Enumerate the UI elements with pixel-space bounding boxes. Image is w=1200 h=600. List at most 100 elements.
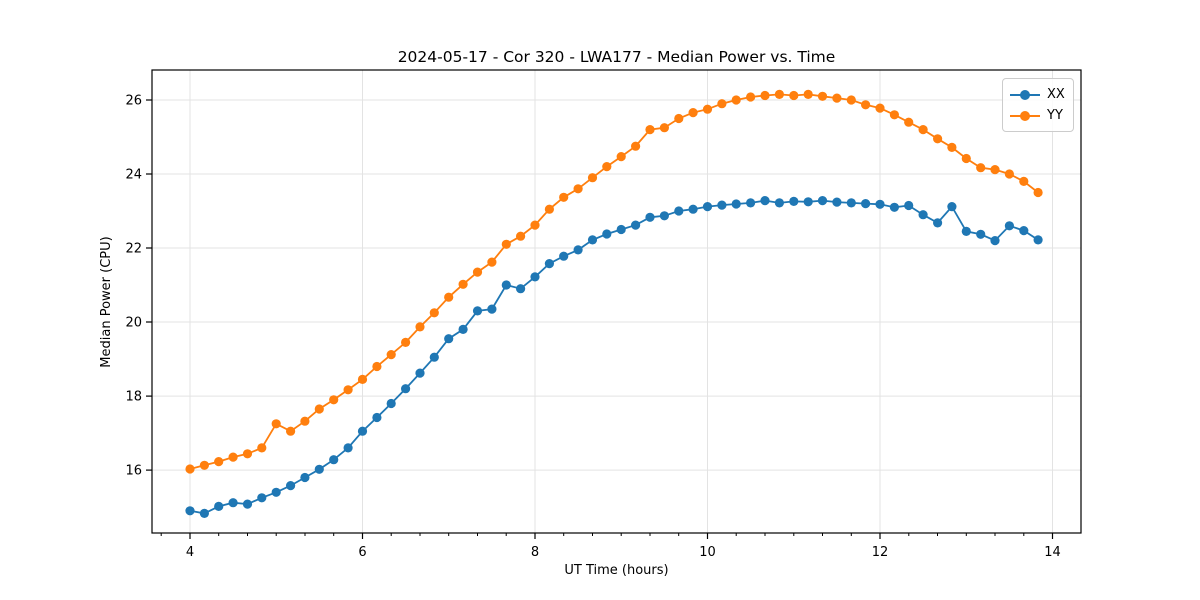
- data-point-YY: [228, 452, 238, 462]
- data-point-XX: [846, 198, 856, 208]
- data-point-XX: [530, 272, 540, 282]
- x-tick-label: 14: [1044, 545, 1061, 560]
- data-point-YY: [1019, 176, 1029, 186]
- data-point-XX: [731, 199, 741, 209]
- data-point-YY: [487, 257, 497, 267]
- data-point-YY: [1004, 169, 1015, 179]
- data-point-YY: [645, 125, 655, 135]
- data-point-YY: [544, 204, 555, 214]
- data-point-YY: [444, 292, 454, 302]
- data-point-YY: [587, 173, 598, 183]
- data-point-XX: [257, 493, 267, 503]
- data-point-XX: [933, 218, 943, 228]
- data-point-YY: [616, 152, 626, 162]
- data-point-XX: [401, 384, 411, 394]
- x-tick-label: 10: [699, 545, 716, 560]
- data-point-XX: [415, 368, 425, 378]
- data-point-XX: [947, 202, 957, 212]
- data-point-YY: [631, 141, 641, 151]
- data-point-YY: [961, 153, 971, 164]
- data-point-XX: [803, 197, 813, 207]
- data-point-XX: [702, 202, 713, 212]
- x-tick-label: 12: [872, 545, 889, 560]
- data-point-YY: [746, 92, 756, 102]
- data-point-YY: [343, 385, 353, 395]
- data-point-YY: [573, 184, 583, 194]
- data-point-YY: [674, 113, 684, 124]
- legend-line-marker-icon: [1010, 89, 1040, 100]
- data-point-XX: [904, 200, 914, 211]
- data-point-XX: [976, 229, 986, 239]
- data-point-XX: [889, 202, 900, 212]
- x-axis-label: UT Time (hours): [564, 563, 669, 578]
- data-point-YY: [731, 95, 741, 105]
- data-point-YY: [271, 419, 281, 429]
- data-point-YY: [904, 117, 914, 127]
- data-point-XX: [516, 284, 526, 294]
- data-point-XX: [861, 199, 871, 209]
- data-point-XX: [472, 306, 483, 316]
- data-point-XX: [1019, 226, 1029, 236]
- data-point-YY: [257, 443, 267, 453]
- data-point-YY: [214, 457, 224, 467]
- data-point-XX: [444, 334, 454, 344]
- data-point-XX: [329, 455, 339, 465]
- data-point-XX: [185, 506, 195, 516]
- data-point-XX: [688, 204, 698, 214]
- data-point-XX: [760, 196, 770, 206]
- data-point-XX: [1004, 221, 1015, 231]
- chart-title: 2024-05-17 - Cor 320 - LWA177 - Median P…: [397, 48, 836, 66]
- x-tick-label: 8: [531, 545, 539, 560]
- data-point-XX: [343, 443, 353, 453]
- data-point-YY: [602, 162, 612, 172]
- data-point-XX: [645, 212, 655, 222]
- data-point-YY: [947, 142, 957, 152]
- data-point-YY: [990, 165, 1000, 175]
- data-point-YY: [875, 103, 885, 113]
- data-point-XX: [587, 235, 598, 245]
- data-point-XX: [386, 398, 396, 409]
- data-point-YY: [472, 267, 483, 277]
- y-tick-label: 16: [125, 464, 142, 479]
- data-point-YY: [774, 89, 785, 99]
- data-point-XX: [544, 259, 555, 269]
- data-point-YY: [861, 100, 871, 110]
- legend-label: YY: [1047, 108, 1063, 123]
- data-point-XX: [789, 196, 799, 206]
- data-point-XX: [199, 508, 209, 518]
- y-tick-label: 26: [125, 94, 142, 109]
- data-point-YY: [789, 90, 799, 101]
- data-point-YY: [386, 350, 396, 360]
- data-point-YY: [760, 90, 770, 101]
- data-point-XX: [214, 501, 224, 511]
- data-point-YY: [832, 93, 842, 103]
- data-point-YY: [357, 374, 368, 384]
- data-point-YY: [803, 89, 813, 99]
- data-point-YY: [817, 91, 828, 101]
- x-tick-label: 6: [358, 545, 366, 560]
- data-point-XX: [286, 481, 296, 491]
- data-point-XX: [918, 210, 928, 220]
- data-point-XX: [314, 464, 324, 474]
- data-point-YY: [717, 99, 727, 109]
- data-point-XX: [616, 224, 626, 235]
- data-point-YY: [976, 163, 986, 173]
- data-point-YY: [1033, 187, 1043, 198]
- data-point-YY: [415, 322, 425, 332]
- data-point-YY: [659, 123, 670, 133]
- x-tick-label: 4: [186, 545, 194, 560]
- data-point-YY: [300, 416, 310, 426]
- data-point-YY: [918, 125, 928, 135]
- legend-label: XX: [1047, 87, 1065, 102]
- data-point-XX: [271, 487, 281, 497]
- legend-item-xx: XX: [1010, 84, 1065, 105]
- data-point-XX: [1033, 235, 1043, 245]
- data-point-XX: [717, 200, 727, 210]
- data-point-XX: [501, 280, 511, 290]
- axes-frame: [151, 69, 1082, 534]
- data-point-XX: [659, 211, 670, 221]
- data-point-YY: [286, 426, 296, 436]
- data-point-XX: [832, 197, 842, 207]
